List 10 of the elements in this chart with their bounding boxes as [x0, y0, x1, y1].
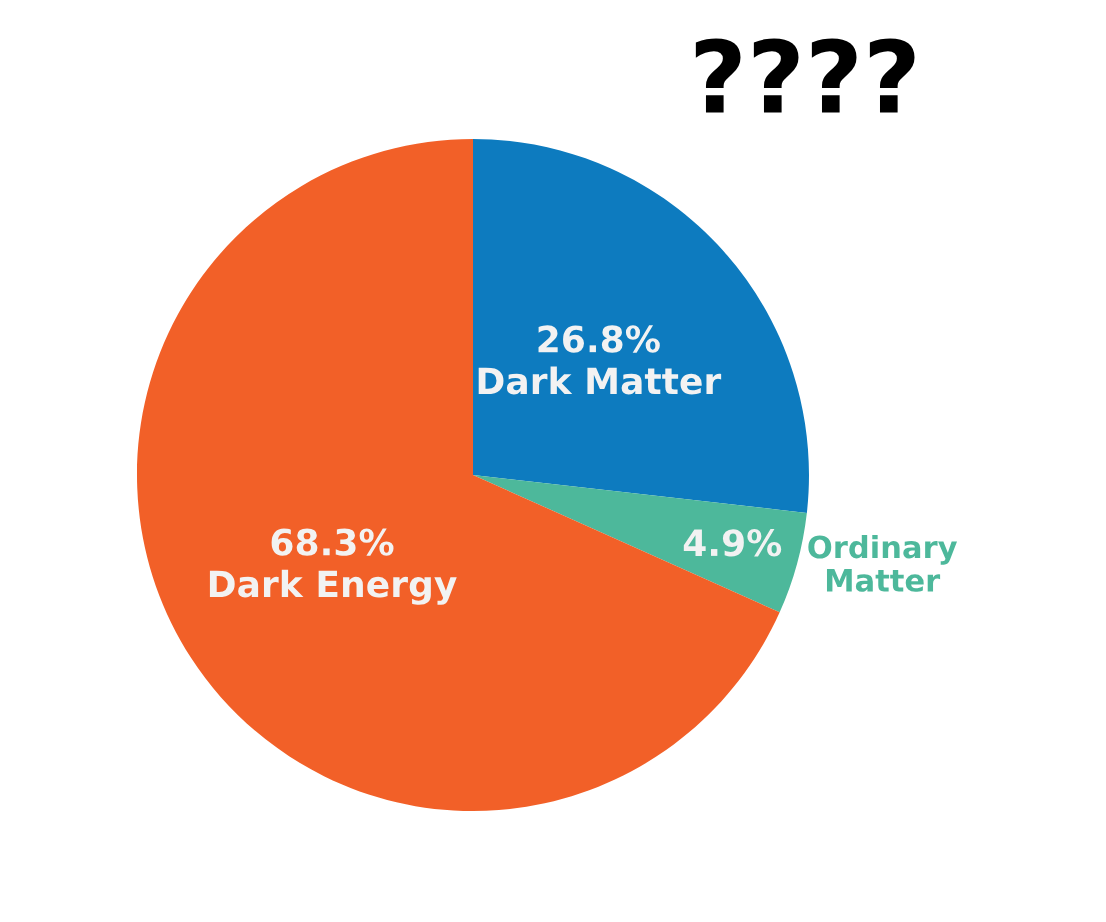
pie-slice [473, 139, 809, 513]
pie-slice [473, 475, 807, 613]
pie-slice [137, 139, 780, 811]
slice-label: Ordinary Matter [808, 534, 958, 592]
chart-title: ???? [695, 38, 915, 113]
data-label: 26.8% [538, 325, 660, 353]
data-label: 68.3% [271, 528, 394, 556]
slice-label: Dark Energy [209, 569, 457, 605]
data-label: 4.9% [683, 529, 782, 557]
slice-label: Dark Matter [478, 366, 722, 395]
